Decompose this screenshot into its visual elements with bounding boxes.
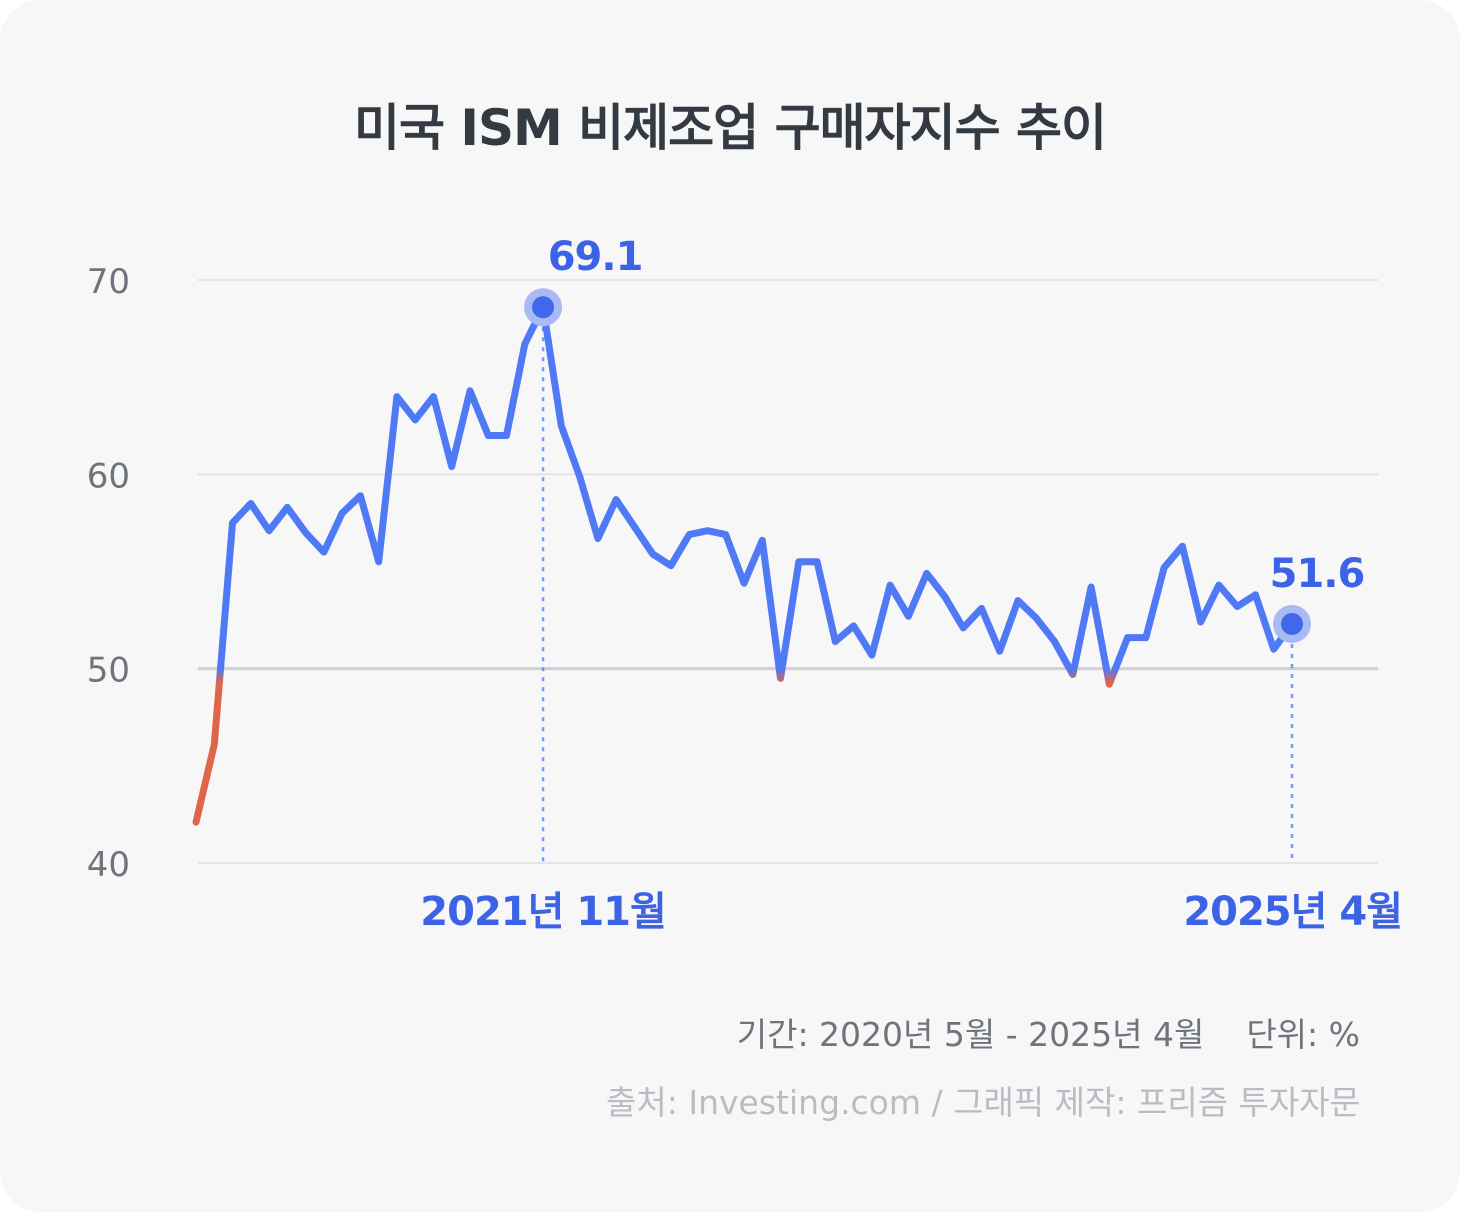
- y-tick-label-40: 40: [87, 845, 130, 885]
- data-point-1: [532, 296, 555, 319]
- unit-text: 단위: %: [1246, 1015, 1360, 1054]
- y-tick-label-70: 70: [87, 262, 130, 302]
- x-date-label-2: 2025년 4월: [1183, 889, 1402, 935]
- y-tick-label-60: 60: [87, 456, 130, 496]
- series-line: [192, 303, 1296, 826]
- period-text: 기간: 2020년 5월 - 2025년 4월: [736, 1015, 1205, 1054]
- period-caption: 기간: 2020년 5월 - 2025년 4월 단위: %: [737, 1008, 1360, 1056]
- source-caption: 출처: Investing.com / 그래픽 제작: 프리즘 투자자문: [606, 1083, 1360, 1122]
- data-label-2: 51.6: [1270, 551, 1365, 597]
- x-date-label-1: 2021년 11월: [420, 889, 666, 935]
- chart-title: 미국 ISM 비제조업 구매자지수 추이: [354, 99, 1107, 157]
- data-point-2: [1281, 612, 1303, 635]
- data-label-1: 69.1: [548, 234, 643, 280]
- y-tick-label-50: 50: [87, 651, 130, 691]
